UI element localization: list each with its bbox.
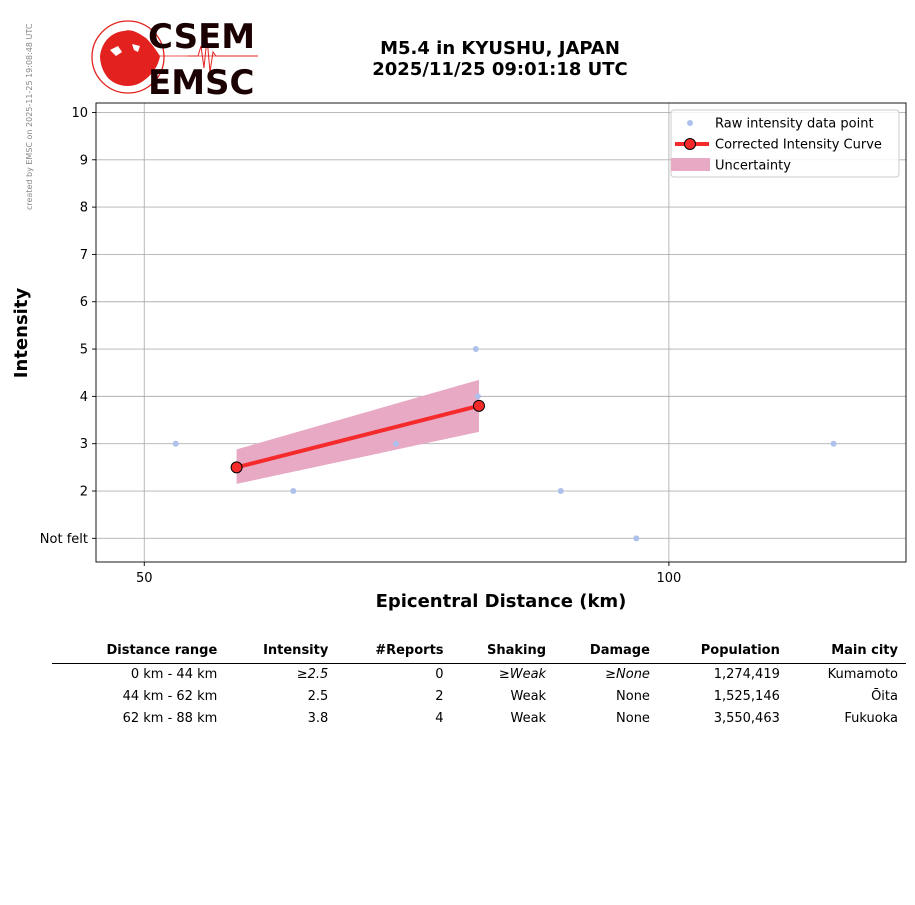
y-tick-label: 3 (80, 437, 88, 452)
table-cell: ≥None (605, 667, 650, 682)
table-cell: 2.5 (307, 689, 329, 704)
x-axis-label: Epicentral Distance (km) (376, 591, 627, 612)
table-cell: ≥2.5 (296, 667, 329, 682)
csem-emsc-logo: CSEM EMSC (91, 17, 258, 100)
chart-title: M5.4 in KYUSHU, JAPAN 2025/11/25 09:01:1… (250, 38, 750, 80)
raw-data-point (830, 440, 837, 447)
raw-data-point (474, 393, 481, 400)
logo-text-top: CSEM (148, 17, 255, 57)
table-row: 0 km - 44 km ≥2.5 0 ≥Weak ≥None 1,274,419 Kuma… (52, 664, 906, 687)
raw-data-point (393, 440, 400, 447)
y-axis-label: Intensity (11, 288, 32, 379)
x-tick-label: 50 (136, 571, 153, 586)
y-tick-label: 5 (80, 343, 88, 358)
y-tick-label: 2 (80, 485, 88, 500)
y-tick-label: Not felt (40, 532, 88, 547)
table-header-cell: Population (657, 640, 788, 664)
table-cell: 1,274,419 (713, 667, 780, 682)
raw-points-layer (172, 346, 837, 542)
y-tick-label: 10 (71, 106, 88, 121)
y-tick-label: 9 (80, 153, 88, 168)
table-cell: Weak (510, 689, 547, 704)
legend-marker-raw (687, 120, 693, 126)
table-cell: 1,525,146 (713, 689, 780, 704)
table-cell: Ōita (871, 689, 898, 704)
table-row: 62 km - 88 km 3.8 4 Weak None 3,550,463 Fukuok… (52, 708, 906, 730)
legend-label: Uncertainty (715, 159, 791, 174)
corrected-curve-line (236, 403, 480, 470)
table-cell: Weak (510, 711, 547, 726)
y-tick-label: 8 (80, 201, 88, 216)
table-cell: 3.8 (307, 711, 329, 726)
table-cell: 0 km - 44 km (130, 667, 218, 682)
chart-legend: Raw intensity data point Corrected Intens… (670, 109, 900, 178)
table-header-cell: Shaking (451, 640, 555, 664)
legend-marker-curve-point (684, 138, 696, 150)
table-header-cell: Main city (787, 640, 906, 664)
table-cell: ≥Weak (498, 667, 547, 682)
table-cell: None (616, 689, 650, 704)
corrected-curve-point (230, 461, 243, 474)
logo-text-bottom: EMSC (148, 63, 255, 100)
table-cell: 3,550,463 (713, 711, 780, 726)
y-tick-label: 7 (80, 248, 88, 263)
plot-frame (95, 102, 907, 563)
raw-data-point (557, 488, 564, 495)
raw-data-point (633, 535, 640, 542)
chart-title-line2: 2025/11/25 09:01:18 UTC (372, 59, 628, 80)
logo-seismogram-icon (188, 37, 258, 73)
table-cell: 44 km - 62 km (122, 689, 218, 704)
y-tick-label: 6 (80, 295, 88, 310)
table-cell: None (616, 711, 650, 726)
table-header-cell: Damage (554, 640, 658, 664)
table-cell: 62 km - 88 km (122, 711, 218, 726)
table-cell: Kumamoto (827, 667, 898, 682)
x-axis-ticks: 50 100 (136, 562, 681, 586)
table-cell: 2 (435, 689, 444, 704)
table-header-cell: #Reports (336, 640, 452, 664)
chart-title-line1: M5.4 in KYUSHU, JAPAN (380, 38, 620, 59)
raw-data-point (472, 346, 479, 353)
raw-data-point (172, 440, 179, 447)
y-axis-ticks: Not felt 2 3 4 5 6 7 8 9 10 (40, 106, 96, 547)
intensity-chart: 50 100 Not felt 2 3 4 5 6 7 8 9 10 Epicentral Dist… (11, 102, 907, 612)
logo-globe-icon (91, 20, 258, 94)
corrected-curve-layer (230, 399, 485, 474)
y-tick-label: 4 (80, 390, 88, 405)
x-tick-label: 100 (656, 571, 681, 586)
table-cell: 4 (435, 711, 444, 726)
uncertainty-band (236, 379, 479, 484)
legend-label: Corrected Intensity Curve (715, 138, 882, 153)
legend-label: Raw intensity data point (715, 117, 874, 132)
table-row: 44 km - 62 km 2.5 2 Weak None 1,525,146 Ōita (52, 686, 906, 708)
legend-frame (670, 109, 900, 178)
table-header-cell: Distance range (52, 640, 226, 664)
raw-data-point (290, 488, 297, 495)
uncertainty-band-layer (236, 379, 479, 484)
corrected-curve-point (472, 399, 485, 412)
table-cell: Fukuoka (844, 711, 898, 726)
watermark: created by EMSC on 2025-11-25 19:08:48 U… (25, 23, 34, 210)
table-cell: 0 (435, 667, 444, 682)
table-header-row: Distance range Intensity #Reports Shaking Da… (52, 640, 906, 664)
table-header-cell: Intensity (225, 640, 337, 664)
watermark-text: created by EMSC on 2025-11-25 19:08:48 U… (25, 23, 34, 210)
legend-marker-band (671, 158, 710, 171)
intensity-table: Distance range Intensity #Reports Shaking Da… (52, 640, 906, 730)
